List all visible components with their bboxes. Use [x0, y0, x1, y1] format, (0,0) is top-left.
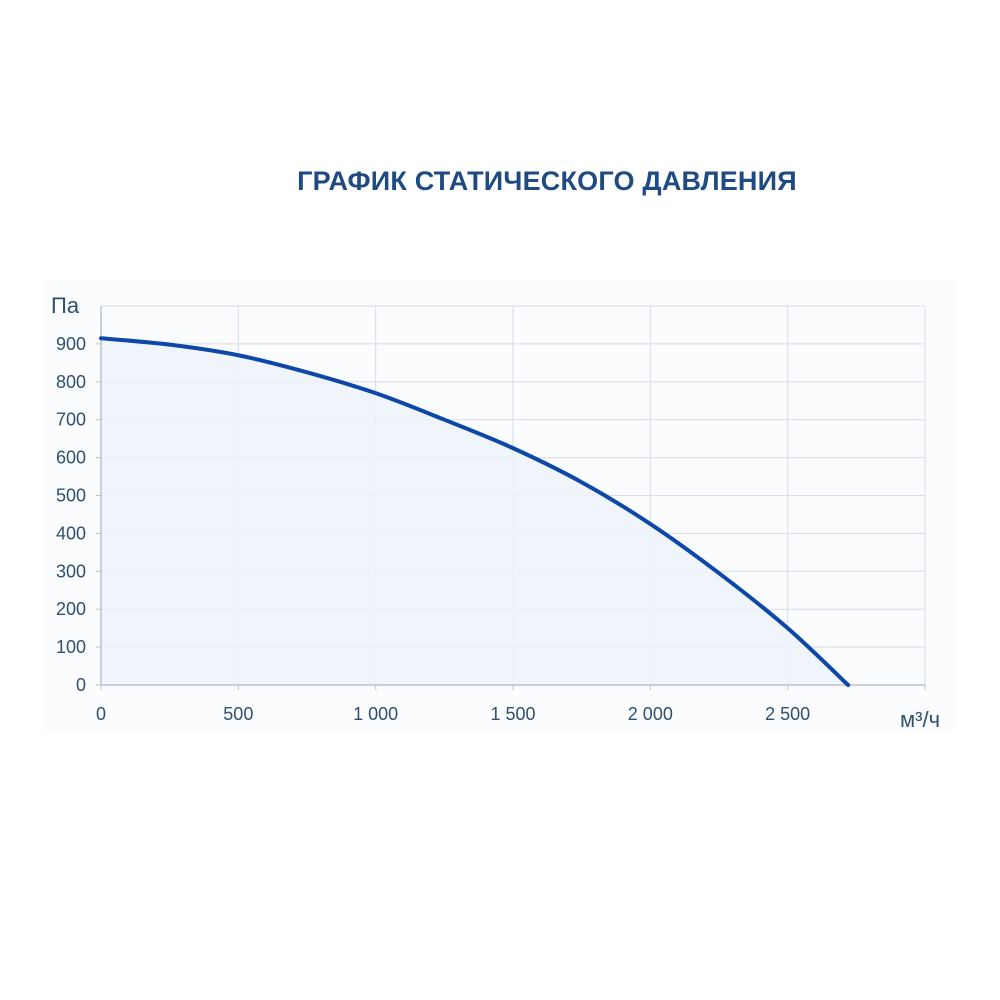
series-line: [99, 336, 851, 687]
y-tick-label: 300: [56, 561, 86, 581]
y-tick-label: 900: [56, 334, 86, 354]
y-tick-label: 0: [76, 675, 86, 695]
y-tick-labels: 0 100 200 300 400 500 600 700 800 900: [56, 334, 86, 695]
x-axis-label: м³/ч: [900, 707, 940, 732]
y-tick-label: 700: [56, 410, 86, 430]
x-tick-label: 2 000: [628, 704, 673, 724]
y-tick-label: 400: [56, 523, 86, 543]
x-tick-label: 0: [96, 704, 106, 724]
y-tick-label: 100: [56, 637, 86, 657]
x-tick-label: 2 500: [765, 704, 810, 724]
y-axis-label: Па: [51, 293, 80, 318]
x-tick-label: 1 500: [490, 704, 535, 724]
y-tick-label: 600: [56, 448, 86, 468]
y-tick-label: 200: [56, 599, 86, 619]
x-tick-label: 500: [223, 704, 253, 724]
axes: [96, 306, 926, 690]
y-tick-label: 500: [56, 486, 86, 506]
series-area: [101, 338, 849, 685]
series-curve: [99, 336, 851, 687]
x-tick-labels: 0 500 1 000 1 500 2 000 2 500: [96, 704, 810, 724]
x-tick-label: 1 000: [353, 704, 398, 724]
chart-title: ГРАФИК СТАТИЧЕСКОГО ДАВЛЕНИЯ: [297, 166, 797, 196]
y-tick-label: 800: [56, 372, 86, 392]
area-fill: [101, 338, 849, 685]
